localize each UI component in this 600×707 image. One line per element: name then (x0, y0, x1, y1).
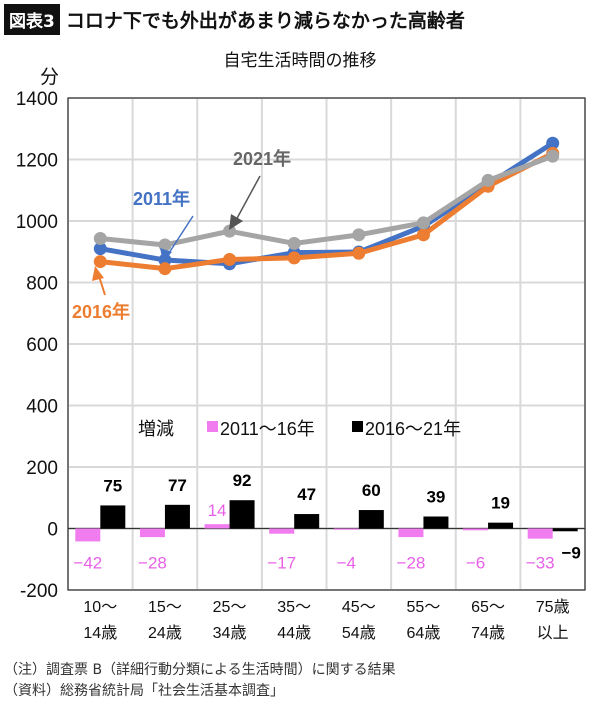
bar-data-label: 77 (168, 476, 187, 495)
footnote-source: （資料）総務省統計局「社会生活基本調査」 (4, 683, 284, 699)
legend-label: 2011〜16年 (220, 419, 315, 439)
arrowhead-2016 (92, 266, 104, 281)
line-point (223, 252, 237, 266)
footnote-note: （注）調査票 B（詳細行動分類による生活時間）に関する結果 (4, 662, 396, 678)
legend-swatch-2016-21 (352, 421, 363, 432)
y-tick-label: -200 (20, 581, 58, 602)
bar-2016-21 (229, 500, 255, 529)
bar-2011-16 (204, 524, 230, 529)
bar-2016-21 (552, 528, 578, 532)
bar-data-label: 75 (103, 476, 122, 495)
y-axis-unit: 分 (40, 66, 59, 88)
line-point (352, 246, 366, 260)
y-tick-label: 1200 (16, 151, 58, 172)
y-tick-label: 800 (26, 274, 58, 295)
bar-data-label: 14 (208, 501, 227, 520)
x-tick-label: 以上 (537, 624, 569, 642)
bar-data-label: −33 (526, 554, 555, 573)
arrowhead-2021 (229, 214, 243, 230)
x-tick-label: 54歳 (342, 624, 376, 642)
bar-data-label: −17 (267, 554, 296, 573)
x-tick-label: 34歳 (213, 624, 247, 642)
bar-data-label: 39 (426, 488, 445, 507)
bar-2016-21 (358, 510, 384, 529)
y-tick-label: 600 (26, 335, 58, 356)
line-point (481, 173, 495, 187)
x-tick-label: 65〜 (471, 599, 505, 616)
bar-2011-16 (139, 528, 165, 538)
chart-title: 自宅生活時間の推移 (223, 51, 377, 71)
bar-2016-21 (423, 516, 449, 529)
line-point (546, 149, 560, 163)
bar-data-label: 60 (362, 481, 381, 500)
line-point (287, 236, 301, 250)
bar-data-label: −9 (561, 544, 580, 563)
line-label-2016: 2016年 (72, 301, 130, 322)
x-tick-label: 15〜 (148, 599, 182, 616)
x-tick-label: 35〜 (277, 599, 311, 616)
arrow-2021 (234, 175, 261, 223)
line-point (546, 136, 560, 150)
bar-data-label: 19 (491, 494, 510, 513)
bar-2016-21 (488, 522, 514, 529)
y-tick-label: 1400 (16, 89, 58, 110)
line-point (93, 232, 107, 246)
line-2016年 (100, 151, 554, 272)
bar-2016-21 (164, 504, 190, 529)
x-tick-label: 24歳 (148, 624, 182, 642)
bar-data-label: −42 (73, 554, 102, 573)
line-point (158, 238, 172, 252)
figure-badge: 図表3 (4, 3, 60, 35)
x-tick-label: 45〜 (342, 599, 376, 616)
line-point (158, 262, 172, 276)
bar-2016-21 (294, 514, 320, 529)
line-point (223, 224, 237, 238)
line-point (93, 255, 107, 269)
line-point (287, 251, 301, 265)
x-tick-label: 74歳 (471, 624, 505, 642)
x-tick-label: 55〜 (407, 599, 441, 616)
line-point (416, 228, 430, 242)
line-point (93, 242, 107, 256)
bar-2011-16 (75, 528, 101, 542)
x-tick-label: 75歳 (536, 598, 570, 616)
bar-data-label: −4 (337, 554, 356, 573)
plot-frame (67, 97, 586, 591)
footnotes: （注）調査票 B（詳細行動分類による生活時間）に関する結果 （資料）総務省統計局… (4, 660, 396, 702)
x-tick-label: 25〜 (213, 599, 247, 616)
y-tick-label: 400 (26, 397, 58, 418)
bar-2011-16 (463, 528, 489, 531)
line-point (352, 228, 366, 242)
bar-data-label: −6 (466, 554, 485, 573)
y-tick-label: 0 (47, 520, 58, 541)
x-tick-label: 44歳 (277, 624, 311, 642)
bar-data-label: 47 (297, 485, 316, 504)
line-point (416, 216, 430, 230)
x-tick-label: 10〜 (83, 599, 117, 616)
legend-swatch-2011-16 (207, 421, 218, 432)
bar-data-label: −28 (138, 554, 167, 573)
bar-data-label: 92 (233, 471, 252, 490)
figure-title: コロナ下でも外出があまり減らなかった高齢者 (65, 9, 465, 32)
bar-2011-16 (333, 528, 359, 530)
legend-title: 増減 (138, 419, 174, 439)
x-tick-label: 64歳 (407, 624, 441, 642)
bar-2011-16 (398, 528, 424, 538)
arrowhead-2011 (160, 248, 172, 262)
x-tick-label: 14歳 (83, 624, 117, 642)
bar-data-label: −28 (397, 554, 426, 573)
y-tick-label: 1000 (16, 212, 58, 233)
y-tick-label: 200 (26, 458, 58, 479)
legend-label: 2016〜21年 (365, 419, 461, 439)
line-label-2021: 2021年 (233, 148, 291, 169)
header: 図表3 コロナ下でも外出があまり減らなかった高齢者 (4, 3, 465, 35)
arrow-2011 (166, 215, 194, 257)
bar-2016-21 (100, 505, 126, 529)
bar-2011-16 (527, 528, 553, 539)
line-label-2011: 2011年 (133, 188, 190, 209)
bar-2011-16 (269, 528, 295, 534)
